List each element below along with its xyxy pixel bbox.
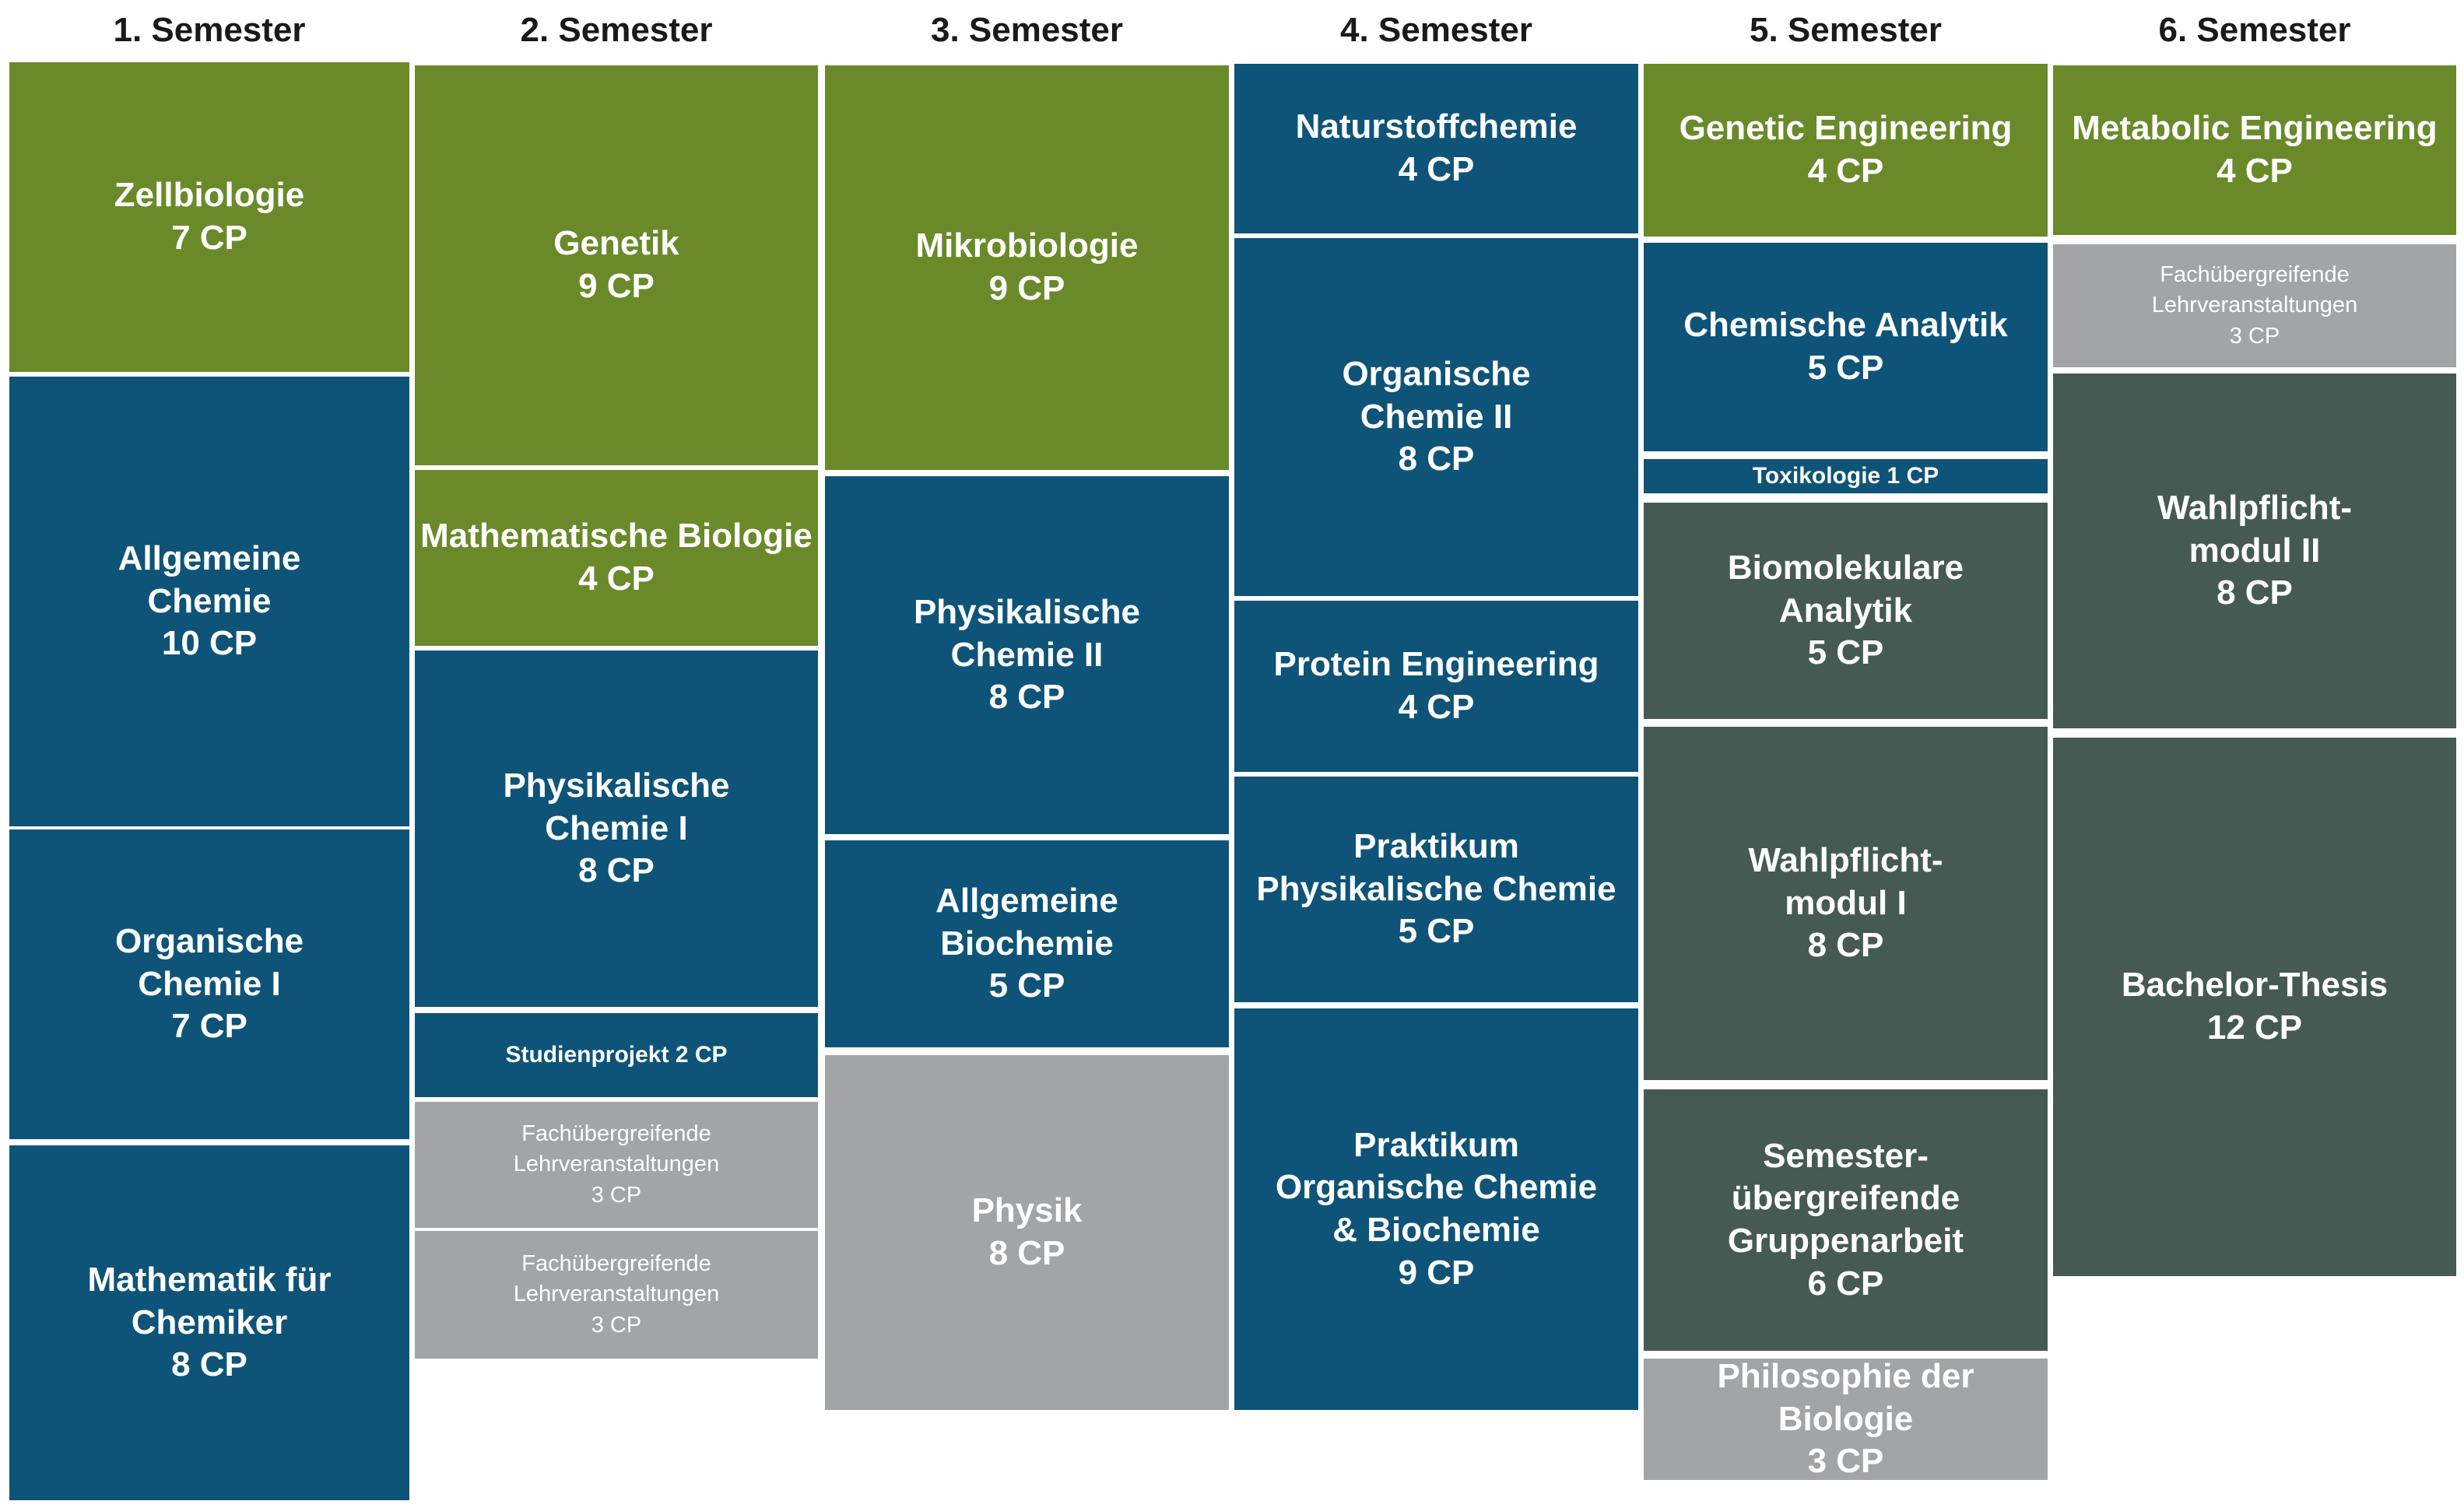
module-box: Physikalische Chemie I 8 CP [415, 651, 818, 1007]
module-box: Wahlpflicht- modul I 8 CP [1644, 727, 2048, 1080]
module-box: Physik 8 CP [825, 1055, 1229, 1410]
module-name: Biomolekulare Analytik [1727, 549, 1964, 630]
module-name: Mathematische Biologie [420, 517, 813, 556]
module-name: Physikalische Chemie I [503, 766, 730, 847]
module-credits: 8 CP [1807, 926, 1884, 965]
module-credits: 3 CP [2229, 323, 2280, 349]
module-credits: 9 CP [578, 267, 655, 305]
module-box: Naturstoffchemie 4 CP [1234, 64, 1638, 233]
module-box: Allgemeine Biochemie 5 CP [825, 840, 1229, 1047]
module-box: Protein Engineering 4 CP [1234, 601, 1638, 772]
module-name: Genetic Engineering [1679, 109, 2013, 148]
module-box: Biomolekulare Analytik 5 CP [1644, 503, 2048, 719]
module-credits: 9 CP [1398, 1253, 1475, 1292]
semester-6-title: 6. Semester [2158, 11, 2351, 49]
module-credits: 8 CP [988, 1234, 1065, 1272]
module-box: Fachübergreifende Lehrveranstaltungen 3 C… [415, 1231, 818, 1359]
module-credits: 8 CP [171, 1345, 247, 1384]
module-credits: 4 CP [1398, 688, 1475, 726]
module-box: Mathematik für Chemiker 8 CP [9, 1145, 409, 1500]
module-name: Physikalische Chemie II [913, 593, 1141, 674]
module-box: Mathematische Biologie 4 CP [415, 470, 818, 646]
module-box: Fachübergreifende Lehrveranstaltungen 3 C… [2053, 244, 2456, 367]
module-name: Fachübergreifende Lehrveranstaltungen [513, 1121, 720, 1177]
module-credits: 3 CP [591, 1182, 642, 1208]
module-credits: 3 CP [1807, 1442, 1884, 1481]
module-credits: 8 CP [988, 678, 1065, 717]
module-credits: 3 CP [591, 1312, 642, 1338]
module-credits: 8 CP [2217, 573, 2293, 612]
module-credits: 4 CP [578, 559, 655, 598]
module-box: Genetik 9 CP [415, 65, 818, 465]
module-box: Organische Chemie II 8 CP [1234, 238, 1638, 596]
module-box: Genetic Engineering 4 CP [1644, 64, 2048, 237]
module-box: Praktikum Physikalische Chemie 5 CP [1234, 777, 1638, 1002]
module-credits: 7 CP [171, 1007, 247, 1046]
module-name: Naturstoffchemie [1295, 107, 1578, 146]
module-name: Studienprojekt 2 CP [505, 1042, 728, 1068]
semester-4-title: 4. Semester [1339, 11, 1533, 49]
module-name: Protein Engineering [1273, 645, 1599, 684]
module-box: Metabolic Engineering 4 CP [2053, 65, 2456, 235]
module-credits: 9 CP [988, 269, 1065, 307]
module-name: Mikrobiologie [915, 226, 1139, 265]
module-credits: 12 CP [2206, 1008, 2303, 1047]
module-credits: 8 CP [1398, 440, 1475, 479]
module-box: Fachübergreifende Lehrveranstaltungen 3 C… [415, 1102, 818, 1228]
module-name: Organische Chemie II [1342, 355, 1531, 436]
module-box: Semester- übergreifende Gruppenarbeit 6 C… [1644, 1089, 2048, 1351]
module-box: Zellbiologie 7 CP [9, 62, 409, 372]
module-name: Wahlpflicht- modul II [2157, 489, 2353, 570]
module-box: Organische Chemie I 7 CP [9, 829, 409, 1139]
module-box: Philosophie der Biologie 3 CP [1644, 1357, 2048, 1481]
module-name: Chemische Analytik [1683, 306, 2008, 345]
module-name: Philosophie der Biologie [1717, 1357, 1974, 1438]
module-name: Zellbiologie [114, 176, 305, 215]
semester-2-title: 2. Semester [520, 11, 713, 49]
module-name: Semester- übergreifende Gruppenarbeit [1727, 1136, 1964, 1260]
semester-5-title: 5. Semester [1749, 11, 1943, 49]
module-credits: 7 CP [171, 219, 247, 257]
module-box: Allgemeine Chemie 10 CP [9, 377, 409, 826]
module-name: Praktikum Organische Chemie & Biochemie [1275, 1125, 1598, 1249]
module-credits: 10 CP [161, 624, 258, 663]
module-box: Praktikum Organische Chemie & Biochemie 9… [1234, 1008, 1638, 1410]
module-name: Allgemeine Biochemie [935, 882, 1118, 963]
module-box: Studienprojekt 2 CP [415, 1013, 818, 1097]
module-name: Organische Chemie I [114, 922, 304, 1003]
module-credits: 4 CP [2217, 152, 2293, 190]
module-name: Genetik [553, 224, 679, 263]
semester-1-title: 1. Semester [113, 11, 306, 49]
module-box: Mikrobiologie 9 CP [825, 65, 1229, 470]
module-name: Wahlpflicht- modul I [1748, 841, 1943, 922]
module-credits: 5 CP [1807, 349, 1884, 387]
module-credits: 5 CP [1807, 633, 1884, 672]
module-credits: 4 CP [1398, 150, 1475, 188]
module-credits: 6 CP [1807, 1264, 1884, 1303]
module-name: Praktikum Physikalische Chemie [1256, 827, 1616, 908]
module-credits: 5 CP [988, 966, 1065, 1005]
module-name: Bachelor-Thesis [2121, 966, 2389, 1005]
module-credits: 5 CP [1398, 912, 1475, 951]
module-box: Toxikologie 1 CP [1644, 459, 2048, 493]
module-box: Wahlpflicht- modul II 8 CP [2053, 373, 2456, 728]
module-credits: 4 CP [1807, 152, 1884, 190]
module-name: Toxikologie 1 CP [1752, 463, 1939, 489]
module-credits: 8 CP [578, 851, 655, 890]
module-name: Allgemeine Chemie [118, 539, 301, 620]
module-box: Bachelor-Thesis 12 CP [2053, 738, 2456, 1276]
module-name: Fachübergreifende Lehrveranstaltungen [2151, 262, 2358, 318]
module-name: Mathematik für Chemiker [87, 1261, 332, 1341]
module-name: Metabolic Engineering [2072, 109, 2438, 148]
module-name: Physik [971, 1191, 1083, 1230]
module-box: Physikalische Chemie II 8 CP [825, 476, 1229, 834]
module-box: Chemische Analytik 5 CP [1644, 243, 2048, 451]
module-name: Fachübergreifende Lehrveranstaltungen [513, 1251, 720, 1307]
semester-3-title: 3. Semester [930, 11, 1124, 49]
